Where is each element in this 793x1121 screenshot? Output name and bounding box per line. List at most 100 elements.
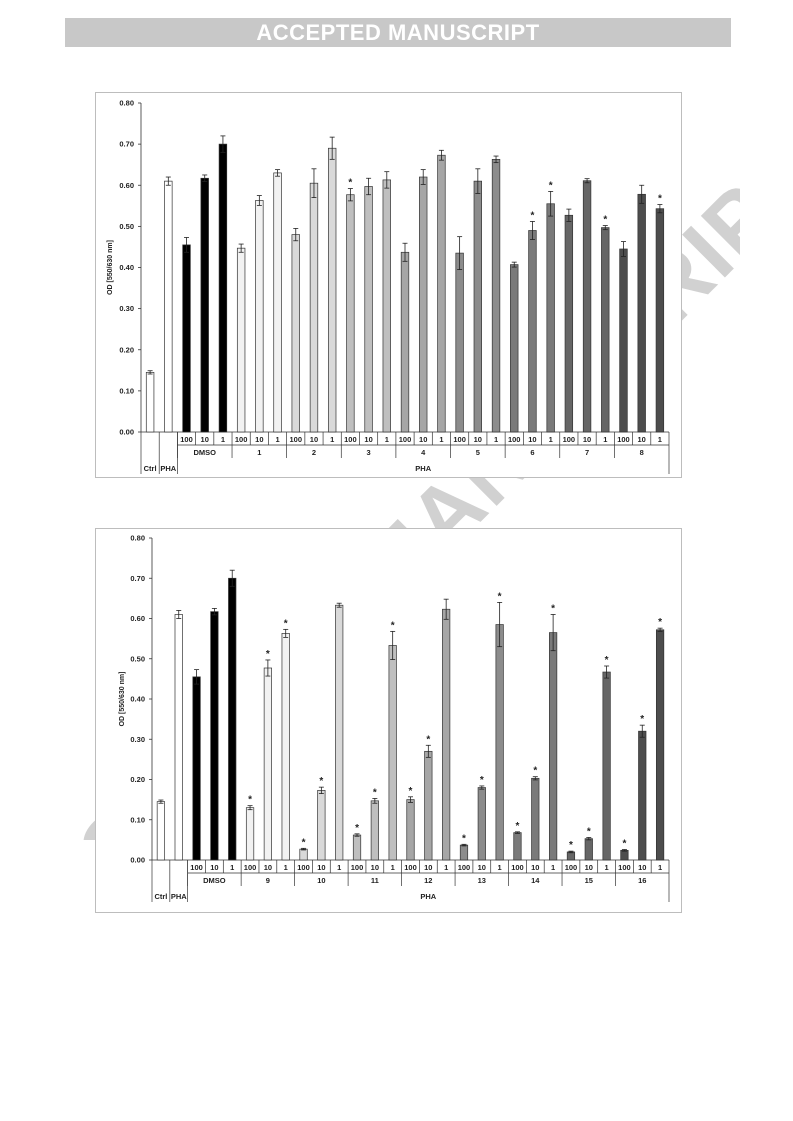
- significance-star: *: [530, 210, 534, 221]
- y-tick-label: 0.30: [119, 304, 134, 313]
- group-label: DMSO: [193, 448, 216, 457]
- dose-label: 10: [419, 435, 427, 444]
- group-label: 9: [266, 876, 270, 885]
- significance-star: *: [319, 776, 323, 787]
- dose-label: 10: [474, 435, 482, 444]
- significance-star: *: [248, 795, 252, 806]
- dose-label: 1: [658, 863, 662, 872]
- significance-star: *: [498, 591, 502, 602]
- bar: [388, 645, 397, 861]
- dose-label: 1: [330, 435, 334, 444]
- dose-label: 10: [585, 863, 593, 872]
- dose-label: 100: [297, 863, 310, 872]
- bar: [424, 750, 433, 861]
- bar: [546, 203, 555, 433]
- y-tick-label: 0.70: [130, 574, 145, 583]
- significance-star: *: [658, 194, 662, 205]
- group-label: 1: [257, 448, 261, 457]
- group-label: DMSO: [203, 876, 226, 885]
- bar: [602, 671, 611, 861]
- bar: [370, 800, 379, 861]
- y-tick-label: 0.80: [119, 99, 134, 108]
- significance-star: *: [480, 775, 484, 786]
- significance-star: *: [587, 826, 591, 837]
- pha-group-label: PHA: [415, 464, 431, 473]
- bar: [655, 208, 665, 433]
- bar: [564, 214, 574, 433]
- dose-label: 100: [565, 863, 578, 872]
- accepted-manuscript-banner: ACCEPTED MANUSCRIPT: [65, 18, 731, 47]
- significance-star: *: [603, 215, 607, 226]
- significance-star: *: [426, 734, 430, 745]
- bar: [382, 179, 391, 433]
- group-label: 11: [371, 876, 379, 885]
- chart-panel-top: OD [550/630 nm] 0.00 0.10 0.20 0.30 0.40 0.50 0…: [95, 92, 682, 478]
- y-tick-label: 0.60: [119, 181, 134, 190]
- bar: [145, 372, 155, 433]
- bar: [309, 182, 319, 433]
- dose-label: 10: [528, 435, 536, 444]
- dose-label: 100: [458, 863, 471, 872]
- bar: [281, 633, 290, 861]
- significance-star: *: [605, 655, 609, 666]
- significance-star: *: [551, 603, 555, 614]
- y-tick-label: 0.20: [130, 775, 145, 784]
- dose-label: 100: [244, 863, 257, 872]
- bar: [510, 264, 519, 433]
- y-tick-label: 0.00: [119, 428, 134, 437]
- bar: [218, 143, 228, 433]
- bar: [327, 147, 337, 433]
- bar: [192, 676, 201, 861]
- pha-control-label: PHA: [171, 892, 187, 901]
- y-tick-label: 0.50: [130, 654, 145, 663]
- dose-label: 1: [221, 435, 225, 444]
- bar: [582, 180, 592, 433]
- y-tick-label: 0.80: [130, 534, 145, 543]
- bar: [513, 832, 522, 861]
- bar: [400, 251, 410, 433]
- bar: [335, 604, 344, 861]
- bar: [442, 608, 451, 861]
- dose-label: 10: [210, 863, 218, 872]
- dose-label: 10: [478, 863, 486, 872]
- bar: [528, 230, 537, 433]
- y-tick-label: 0.00: [130, 856, 145, 865]
- dose-label: 10: [371, 863, 379, 872]
- significance-star: *: [549, 180, 553, 191]
- significance-star: *: [533, 766, 537, 777]
- bar: [584, 838, 593, 861]
- pha-control-label: PHA: [160, 464, 176, 473]
- dose-label: 100: [290, 435, 303, 444]
- bar: [255, 200, 264, 433]
- group-label: 7: [585, 448, 589, 457]
- dose-label: 100: [453, 435, 466, 444]
- dose-label: 1: [391, 863, 395, 872]
- dose-label: 1: [230, 863, 234, 872]
- group-label: 16: [638, 876, 646, 885]
- dose-label: 100: [344, 435, 357, 444]
- bar: [364, 186, 373, 433]
- y-axis-label: OD [550/630 nm]: [107, 240, 114, 295]
- dose-label: 100: [399, 435, 412, 444]
- y-tick-label: 0.60: [130, 614, 145, 623]
- bar: [273, 172, 282, 433]
- bar: [491, 158, 501, 433]
- bar: [566, 851, 576, 861]
- bar: [638, 730, 647, 861]
- significance-star: *: [462, 833, 466, 844]
- bar: [637, 193, 646, 433]
- dose-label: 100: [563, 435, 576, 444]
- y-tick-label: 0.20: [119, 345, 134, 354]
- bar: [291, 234, 300, 433]
- dose-label: 1: [494, 435, 498, 444]
- significance-star: *: [284, 618, 288, 629]
- dose-label: 10: [638, 863, 646, 872]
- group-label: 10: [317, 876, 325, 885]
- bar: [437, 154, 446, 433]
- dose-label: 10: [255, 435, 263, 444]
- bar: [495, 624, 504, 861]
- dose-label: 100: [508, 435, 521, 444]
- group-label: 12: [424, 876, 432, 885]
- bar: [473, 180, 483, 433]
- group-label: 2: [312, 448, 316, 457]
